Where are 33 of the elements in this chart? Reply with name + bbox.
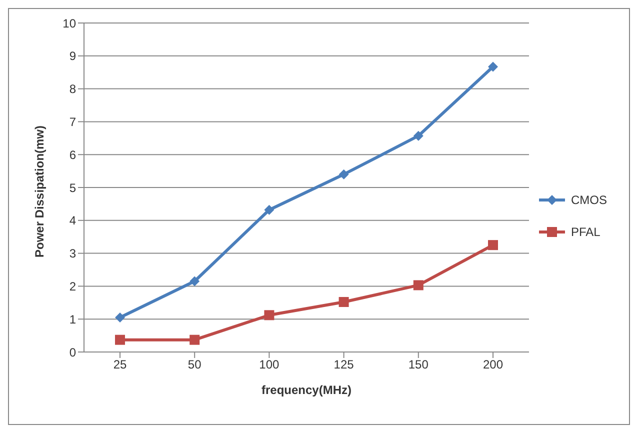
x-tick-label: 200 [482,358,504,372]
point [264,204,274,215]
y-axis-title: Power Dissipation(mw) [32,125,46,258]
x-tick-label: 125 [334,358,354,372]
y-tick-label: 9 [69,49,76,64]
point [413,130,424,141]
legend-label: CMOS [571,192,607,206]
y-tick-label: 3 [69,246,76,261]
point [338,169,349,180]
y-tick-label: 2 [69,279,76,294]
point [488,62,498,72]
y-tick-label: 1 [69,312,76,326]
legend-label: PFAL [571,224,600,238]
x-tick-label: 150 [408,358,429,372]
point [264,310,274,320]
point [190,334,200,345]
x-tick-label: 50 [188,358,202,372]
point [115,312,125,322]
y-tick-label: 0 [69,345,76,360]
point [115,334,125,345]
y-tick-label: 5 [69,180,76,195]
point [413,280,424,290]
y-tick-label: 8 [69,82,76,96]
y-tick-label: 4 [69,214,76,228]
x-axis-title: frequency(MHz) [261,383,352,397]
x-tick-label: 25 [113,358,127,372]
y-tick-label: 7 [69,114,76,129]
point [190,276,200,286]
point [488,240,498,250]
point [338,296,349,307]
y-tick-label: 6 [69,148,76,162]
x-tick-label: 100 [259,358,280,372]
y-tick-label: 10 [62,16,76,30]
